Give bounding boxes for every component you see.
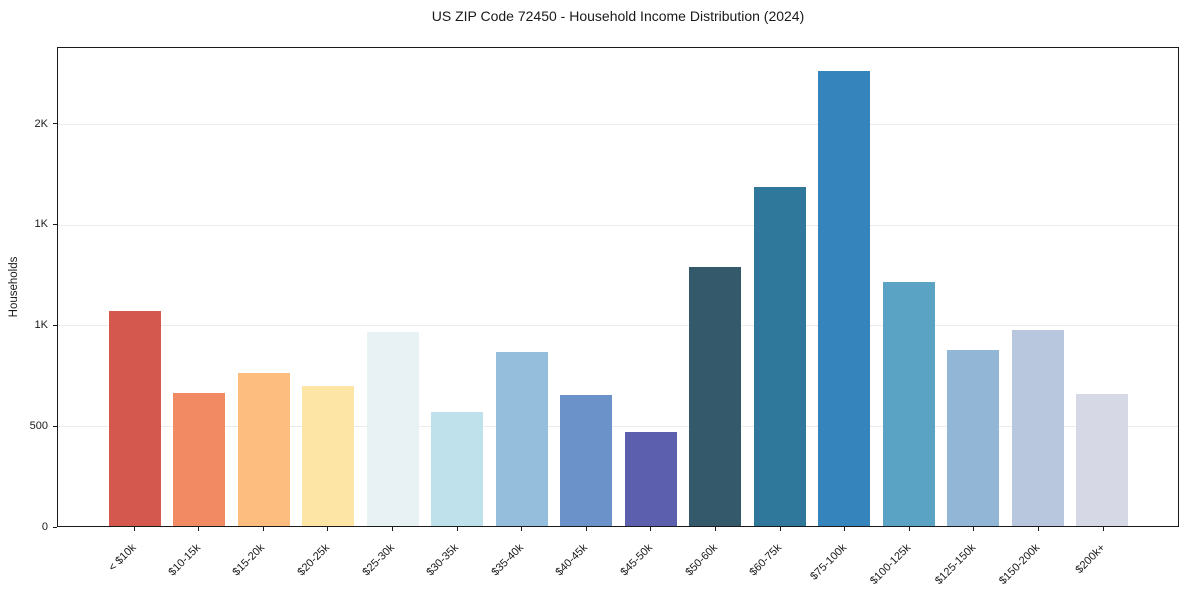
bar	[495, 352, 548, 526]
bar	[1011, 330, 1064, 526]
x-tick-label: $150-200k	[997, 541, 1043, 588]
x-tick-label: $40-45k	[553, 541, 591, 579]
chart-title: US ZIP Code 72450 - Household Income Dis…	[431, 8, 805, 24]
x-tick-mark	[262, 527, 264, 531]
bar	[108, 311, 161, 526]
x-tick-mark	[456, 527, 458, 531]
y-axis: 0 500 1K 1K 2K	[0, 47, 57, 533]
y-tick-label: 1K	[34, 319, 48, 332]
bar	[947, 350, 1000, 526]
gridline	[58, 224, 1178, 226]
x-tick-label: $60-75k	[747, 541, 785, 579]
bar	[237, 373, 290, 526]
x-tick-mark	[908, 527, 910, 531]
x-tick-mark	[650, 527, 652, 531]
y-tick-mark	[53, 425, 57, 427]
x-tick-label: $200k+	[1073, 541, 1108, 576]
y-tick-mark	[53, 223, 57, 225]
plot-area	[57, 47, 1179, 527]
x-tick-mark	[198, 527, 200, 531]
x-tick-mark	[327, 527, 329, 531]
y-tick-mark	[53, 324, 57, 326]
x-tick-label: $45-50k	[618, 541, 656, 579]
x-tick-mark	[391, 527, 393, 531]
gridline	[58, 124, 1178, 126]
bar	[1076, 394, 1129, 526]
x-tick-label: $75-100k	[807, 541, 849, 583]
x-tick-mark	[133, 527, 135, 531]
y-tick-label: 1K	[34, 218, 48, 231]
x-tick-label: $15-20k	[230, 541, 268, 579]
x-axis: < $10k $10-15k $15-20k $20-25k $25-30k $30-35…	[57, 527, 1179, 590]
x-tick-mark	[1037, 527, 1039, 531]
y-tick-mark	[53, 123, 57, 125]
x-tick-mark	[1102, 527, 1104, 531]
x-tick-label: < $10k	[106, 541, 139, 574]
x-tick-label: $35-40k	[489, 541, 526, 579]
x-tick-mark	[714, 527, 716, 531]
bar	[882, 281, 935, 526]
y-tick-label: 0	[41, 521, 48, 533]
bar	[818, 71, 871, 526]
bar	[560, 395, 613, 526]
bar	[689, 266, 742, 526]
bar	[431, 411, 484, 526]
x-tick-label: $10-15k	[166, 541, 203, 579]
gridline	[58, 325, 1178, 327]
x-tick-mark	[973, 527, 975, 531]
bar	[173, 393, 226, 526]
gridline	[58, 425, 1178, 427]
x-tick-mark	[779, 527, 781, 531]
x-tick-mark	[521, 527, 523, 531]
x-tick-label: $125-150k	[932, 541, 979, 588]
x-tick-label: $20-25k	[295, 541, 333, 579]
bar	[624, 431, 677, 526]
x-tick-mark	[585, 527, 587, 531]
x-tick-label: $25-30k	[360, 541, 397, 579]
bar	[302, 386, 355, 526]
bar	[753, 186, 806, 526]
x-tick-mark	[844, 527, 846, 531]
x-tick-label: $100-125k	[868, 541, 914, 588]
bar	[366, 332, 419, 526]
y-tick-mark	[53, 526, 57, 528]
y-tick-label: 2K	[34, 117, 48, 130]
y-tick-label: 500	[29, 420, 48, 433]
x-tick-label: $50-60k	[683, 541, 720, 579]
x-tick-label: $30-35k	[424, 541, 462, 579]
